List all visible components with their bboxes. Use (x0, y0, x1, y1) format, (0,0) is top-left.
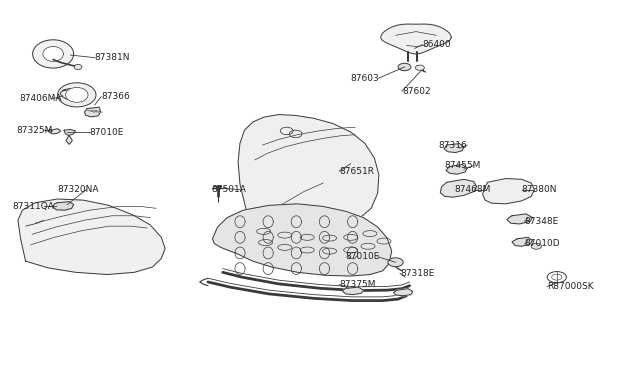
Text: 87366: 87366 (101, 92, 130, 101)
Polygon shape (381, 24, 451, 54)
Text: 87375M: 87375M (339, 280, 376, 289)
Text: 87348E: 87348E (525, 217, 559, 226)
Text: 87318E: 87318E (400, 269, 435, 278)
Text: 87320NA: 87320NA (58, 185, 99, 194)
Ellipse shape (74, 64, 82, 70)
Text: 87316: 87316 (438, 141, 467, 150)
Polygon shape (52, 202, 74, 210)
Polygon shape (446, 164, 467, 174)
Polygon shape (18, 199, 165, 275)
Polygon shape (60, 89, 76, 100)
Text: 87455M: 87455M (445, 161, 481, 170)
Polygon shape (212, 204, 392, 276)
Circle shape (388, 258, 403, 267)
Text: 87651R: 87651R (339, 167, 374, 176)
Polygon shape (440, 179, 477, 197)
Circle shape (415, 65, 424, 70)
Ellipse shape (65, 87, 88, 102)
Polygon shape (507, 214, 532, 224)
Polygon shape (483, 179, 534, 204)
Polygon shape (394, 289, 413, 296)
Text: 87603: 87603 (351, 74, 380, 83)
Text: 87325M: 87325M (16, 126, 52, 135)
Text: 87381N: 87381N (95, 53, 130, 62)
Polygon shape (84, 107, 100, 117)
Text: R87000SK: R87000SK (547, 282, 594, 291)
Text: 86400: 86400 (422, 40, 451, 49)
Polygon shape (444, 144, 464, 153)
Text: 87468M: 87468M (454, 185, 491, 194)
Polygon shape (342, 287, 364, 295)
Polygon shape (48, 129, 61, 134)
Text: 87406MA: 87406MA (19, 94, 61, 103)
Text: 87602: 87602 (402, 87, 431, 96)
Circle shape (398, 63, 411, 71)
Text: 87010D: 87010D (525, 239, 561, 248)
Polygon shape (238, 115, 379, 249)
Text: 87380N: 87380N (522, 185, 557, 194)
Text: 87311QA: 87311QA (13, 202, 54, 211)
Text: 87010E: 87010E (346, 252, 380, 261)
Polygon shape (512, 237, 532, 246)
Ellipse shape (58, 83, 96, 107)
Polygon shape (64, 129, 76, 135)
Polygon shape (66, 135, 72, 144)
Polygon shape (33, 40, 74, 68)
Text: 87501A: 87501A (211, 185, 246, 194)
Text: 87010E: 87010E (90, 128, 124, 137)
Circle shape (531, 243, 541, 249)
Polygon shape (43, 46, 63, 61)
